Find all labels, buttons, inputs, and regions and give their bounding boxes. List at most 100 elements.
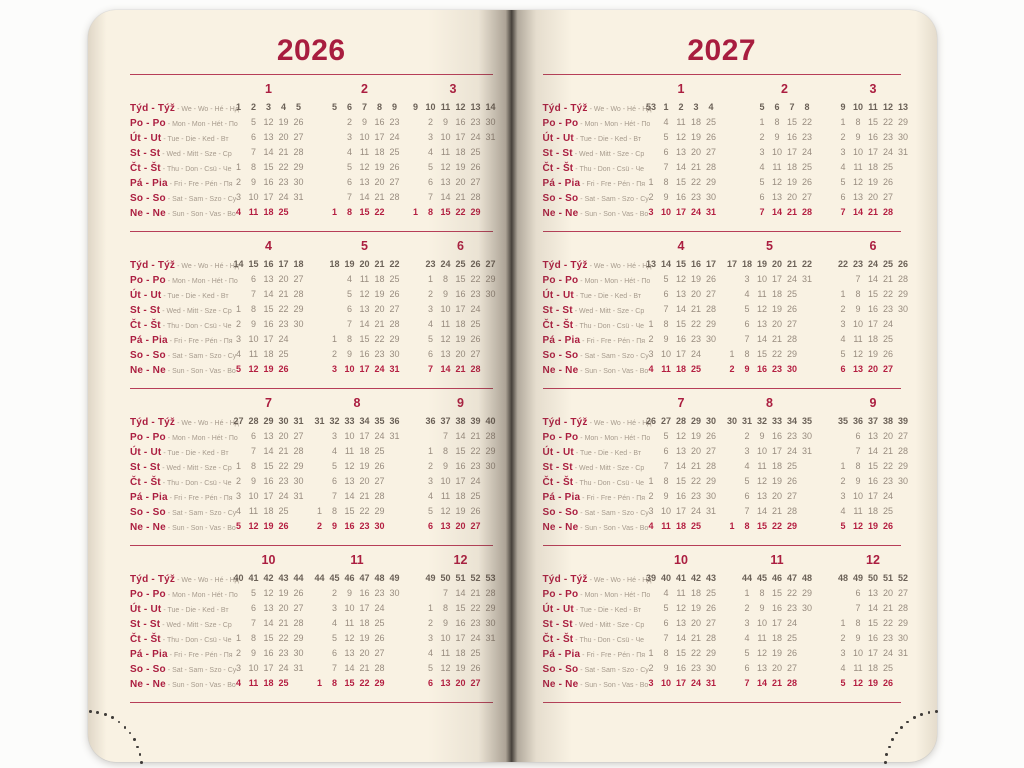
date-cell [629, 618, 644, 628]
date-cell: 23 [690, 333, 701, 344]
date-cell [836, 603, 851, 613]
week-number-cell: 27 [233, 415, 244, 426]
sunday-date-cell [821, 521, 836, 531]
date-cell: 6 [250, 131, 256, 142]
month-header-row: 10 11 12 [130, 553, 493, 567]
month-week-columns: 3 10 17 24 31 [629, 678, 719, 688]
date-cell: 12 [263, 587, 274, 598]
date-cell [821, 289, 836, 299]
weekday-label: Ne - Ne - Sun - Son - Vas - Во [130, 360, 236, 378]
date-cell [312, 147, 327, 157]
date-cell: 2 [235, 176, 241, 187]
date-cell: 7 [331, 662, 337, 673]
date-cell [216, 476, 231, 486]
month-week-columns: 4 11 18 25 [216, 506, 306, 516]
week-number-cell [629, 573, 644, 583]
date-cell [408, 319, 423, 329]
date-cell: 5 [331, 632, 337, 643]
sunday-date-cell: 11 [248, 206, 259, 217]
date-cell: 21 [882, 445, 893, 456]
date-cell: 13 [756, 318, 767, 329]
date-cell: 30 [389, 587, 400, 598]
sunday-date-cell: 14 [771, 206, 782, 217]
date-cell: 9 [759, 602, 765, 613]
date-cell: 22 [690, 176, 701, 187]
date-cell: 2 [235, 647, 241, 658]
date-cell [216, 289, 231, 299]
month-week-columns: 1 8 15 22 29 [216, 304, 306, 314]
right-page: 2027 1 2 3 Týd - Týž - We - Wo - Hé - Нд 53 1… [513, 10, 938, 762]
date-cell: 2 [331, 348, 337, 359]
date-cell: 17 [359, 602, 370, 613]
week-number-cell: 9 [412, 101, 418, 112]
date-cell: 24 [374, 602, 385, 613]
date-cell: 21 [359, 490, 370, 501]
date-cell: 26 [786, 303, 797, 314]
month-week-columns: 6 13 20 27 [821, 192, 911, 202]
date-cell: 27 [705, 445, 716, 456]
sunday-date-cell [291, 678, 306, 688]
date-cell [216, 274, 231, 284]
date-cell: 29 [801, 587, 812, 598]
month-week-columns: 3 10 17 24 [408, 476, 498, 486]
date-cell: 2 [744, 602, 750, 613]
month-week-columns: 5 12 19 26 [216, 588, 306, 598]
date-cell [216, 491, 231, 501]
week-number-cell: 22 [389, 258, 400, 269]
date-cell: 23 [786, 602, 797, 613]
date-cell: 9 [250, 176, 256, 187]
date-cell [291, 334, 306, 344]
sunday-date-cell: 29 [470, 206, 481, 217]
date-cell: 19 [455, 505, 466, 516]
date-cell: 26 [389, 161, 400, 172]
date-cell: 9 [442, 288, 448, 299]
sunday-date-cell: 14 [756, 677, 767, 688]
date-cell: 18 [867, 505, 878, 516]
date-cell [483, 177, 498, 187]
date-cell: 9 [346, 587, 352, 598]
date-cell: 17 [771, 445, 782, 456]
date-cell: 9 [663, 490, 669, 501]
date-cell [216, 334, 231, 344]
date-cell: 27 [786, 490, 797, 501]
date-cell [800, 304, 815, 314]
sunday-date-cell [291, 521, 306, 531]
sunday-date-cell [821, 364, 836, 374]
date-cell: 27 [293, 131, 304, 142]
date-cell [629, 446, 644, 456]
week-number-cell: 40 [660, 572, 671, 583]
date-cell [821, 618, 836, 628]
month-week-columns: 3 10 17 24 31 [629, 506, 719, 516]
label-column-spacer [543, 553, 623, 567]
month-week-columns: 7 14 21 28 [312, 319, 402, 329]
date-cell [216, 304, 231, 314]
month-week-columns: 7 14 21 28 [408, 588, 498, 598]
date-cell: 23 [882, 303, 893, 314]
date-cell: 6 [744, 490, 750, 501]
date-cell: 10 [248, 662, 259, 673]
week-number-cell: 42 [263, 572, 274, 583]
weekday-row: Ne - Ne - Sun - Son - Vas - Во 3 10 17 24 31 7… [543, 675, 902, 690]
date-cell: 24 [882, 318, 893, 329]
date-cell: 5 [759, 176, 765, 187]
date-cell [408, 117, 423, 127]
date-cell: 9 [759, 430, 765, 441]
week-number-cell: 35 [374, 415, 385, 426]
date-cell: 22 [278, 303, 289, 314]
month-number: 6 [457, 239, 464, 253]
weekday-row: Ne - Ne - Sun - Son - Vas - Во 4 11 18 25 2 9 1… [543, 361, 902, 376]
date-cell: 10 [359, 131, 370, 142]
weekday-row: Ne - Ne - Sun - Son - Vas - Во 5 12 19 26 3 10… [130, 361, 493, 376]
sunday-date-cell: 11 [248, 677, 259, 688]
date-cell: 30 [897, 632, 908, 643]
month-week-columns: 5 12 19 26 [312, 162, 402, 172]
perforation-dot [103, 713, 107, 716]
date-cell [821, 132, 836, 142]
date-cell: 6 [331, 647, 337, 658]
date-cell: 29 [705, 318, 716, 329]
date-cell [800, 461, 815, 471]
date-cell [312, 431, 327, 441]
date-cell [836, 446, 851, 456]
month-week-columns: 1 8 15 22 29 [216, 162, 306, 172]
week-number-cell: 28 [675, 415, 686, 426]
